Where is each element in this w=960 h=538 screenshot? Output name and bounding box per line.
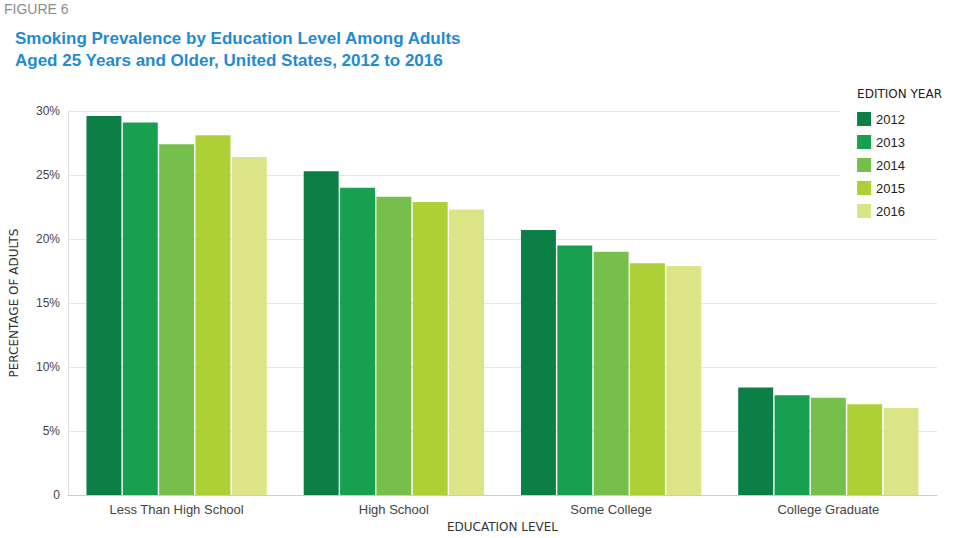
svg-text:High School: High School	[359, 502, 429, 517]
svg-text:PERCENTAGE OF ADULTS: PERCENTAGE OF ADULTS	[7, 229, 21, 378]
svg-text:2015: 2015	[876, 181, 905, 196]
svg-text:5%: 5%	[43, 424, 61, 438]
svg-text:2013: 2013	[876, 135, 905, 150]
svg-text:FIGURE 6: FIGURE 6	[4, 1, 69, 17]
svg-text:20%: 20%	[36, 232, 60, 246]
svg-text:2012: 2012	[876, 112, 905, 127]
svg-text:10%: 10%	[36, 360, 60, 374]
svg-text:2014: 2014	[876, 158, 905, 173]
svg-text:2016: 2016	[876, 204, 905, 219]
svg-text:Smoking Prevalence by Educatio: Smoking Prevalence by Education Level Am…	[15, 29, 461, 48]
svg-text:30%: 30%	[36, 104, 60, 118]
svg-text:College Graduate: College Graduate	[777, 502, 879, 517]
svg-text:EDITION YEAR: EDITION YEAR	[857, 87, 942, 101]
svg-text:EDUCATION LEVEL: EDUCATION LEVEL	[447, 520, 558, 534]
svg-text:Aged 25 Years and Older, Unite: Aged 25 Years and Older, United States, …	[15, 51, 443, 70]
svg-text:15%: 15%	[36, 296, 60, 310]
svg-text:0: 0	[53, 488, 60, 502]
svg-text:Less Than High School: Less Than High School	[110, 502, 244, 517]
svg-text:Some College: Some College	[570, 502, 652, 517]
svg-text:25%: 25%	[36, 168, 60, 182]
